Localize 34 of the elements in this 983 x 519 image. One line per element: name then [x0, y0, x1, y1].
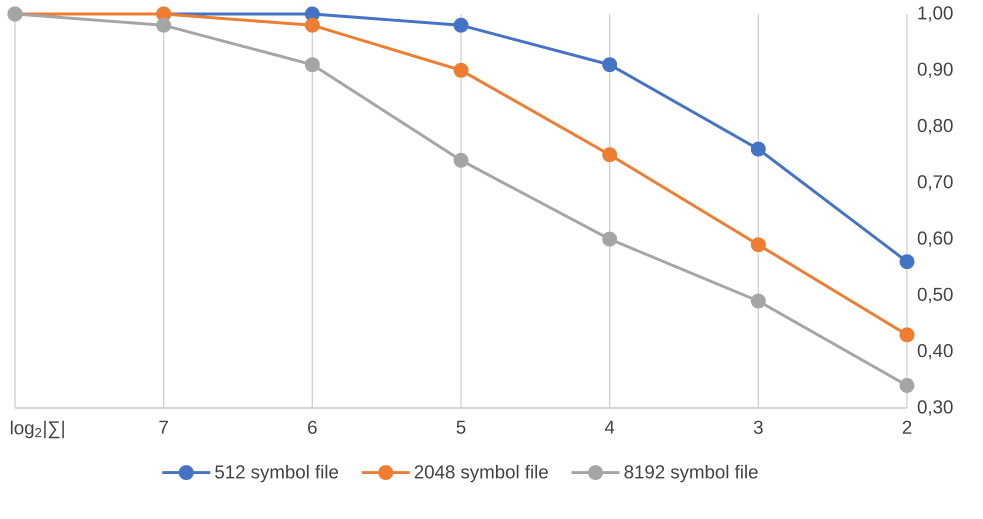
point [900, 378, 914, 393]
legend-label: 8192 symbol file [624, 464, 758, 482]
y-tick-label: 0,80 [918, 118, 953, 134]
point [454, 62, 468, 78]
point [750, 237, 766, 252]
point [304, 18, 320, 33]
point [900, 327, 914, 342]
point [602, 147, 618, 162]
y-tick-label: 0,70 [918, 175, 953, 191]
x-tick-label: 6 [308, 420, 317, 434]
y-tick-label: 0,90 [918, 62, 953, 78]
x-tick-label: 7 [159, 420, 168, 434]
x-tick-label: log$_{2}$|∑| [10, 420, 64, 438]
point [304, 57, 320, 72]
point [454, 18, 468, 33]
y-tick-label: 0,60 [918, 231, 953, 247]
x-tick-label: 3 [754, 420, 763, 434]
y-tick-label: 0,30 [918, 400, 953, 416]
y-tick-label: 0,40 [918, 344, 953, 360]
legend-label: 512 symbol file [215, 464, 338, 482]
y-tick-label: 0,50 [918, 288, 953, 304]
point [750, 142, 766, 157]
x-tick-label: 2 [902, 420, 912, 434]
y-tick-label: 1,00 [918, 6, 953, 22]
x-tick-label: 4 [604, 420, 614, 434]
point [900, 254, 914, 270]
point [750, 294, 766, 309]
point [602, 57, 618, 72]
point [602, 232, 618, 247]
point [454, 152, 468, 168]
point [304, 6, 320, 22]
point [156, 18, 172, 33]
x-tick-label: 5 [456, 420, 466, 434]
legend-label: 2048 symbol file [414, 464, 548, 482]
